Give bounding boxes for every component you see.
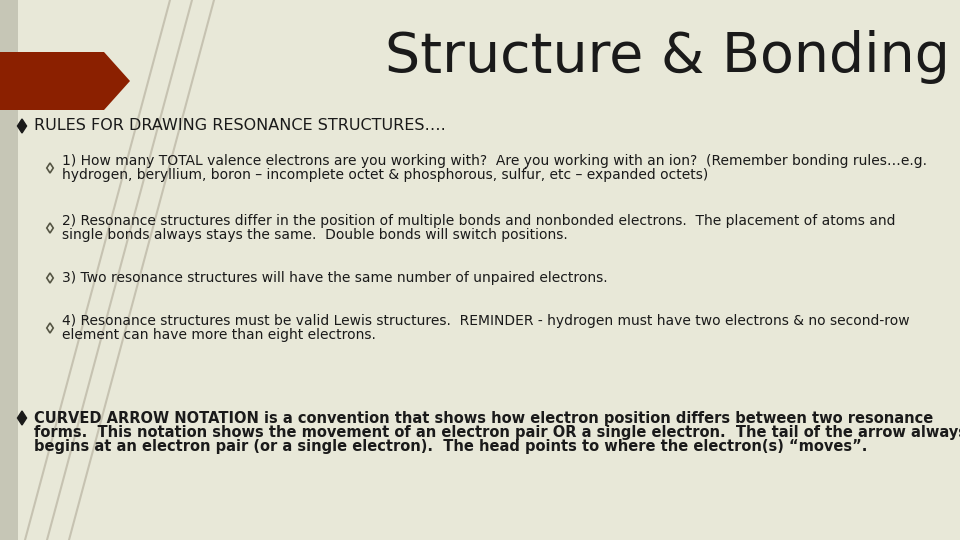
Text: element can have more than eight electrons.: element can have more than eight electro… [62, 327, 376, 341]
Text: begins at an electron pair (or a single electron).  The head points to where the: begins at an electron pair (or a single … [34, 438, 868, 454]
Polygon shape [17, 119, 27, 133]
Text: hydrogen, beryllium, boron – incomplete octet & phosphorous, sulfur, etc – expan: hydrogen, beryllium, boron – incomplete … [62, 167, 708, 181]
Text: 3) Two resonance structures will have the same number of unpaired electrons.: 3) Two resonance structures will have th… [62, 271, 608, 285]
Text: 4) Resonance structures must be valid Lewis structures.  REMINDER - hydrogen mus: 4) Resonance structures must be valid Le… [62, 314, 910, 328]
Text: single bonds always stays the same.  Double bonds will switch positions.: single bonds always stays the same. Doub… [62, 227, 567, 241]
Polygon shape [17, 411, 27, 425]
Text: 1) How many TOTAL valence electrons are you working with?  Are you working with : 1) How many TOTAL valence electrons are … [62, 154, 927, 168]
Text: CURVED ARROW NOTATION is a convention that shows how electron position differs b: CURVED ARROW NOTATION is a convention th… [34, 410, 933, 426]
Polygon shape [0, 52, 130, 110]
Text: Structure & Bonding: Structure & Bonding [385, 30, 950, 84]
Text: forms.  This notation shows the movement of an electron pair OR a single electro: forms. This notation shows the movement … [34, 424, 960, 440]
Text: 2) Resonance structures differ in the position of multiple bonds and nonbonded e: 2) Resonance structures differ in the po… [62, 214, 896, 228]
Text: RULES FOR DRAWING RESONANCE STRUCTURES….: RULES FOR DRAWING RESONANCE STRUCTURES…. [34, 118, 445, 133]
Bar [0, 0, 18, 540]
